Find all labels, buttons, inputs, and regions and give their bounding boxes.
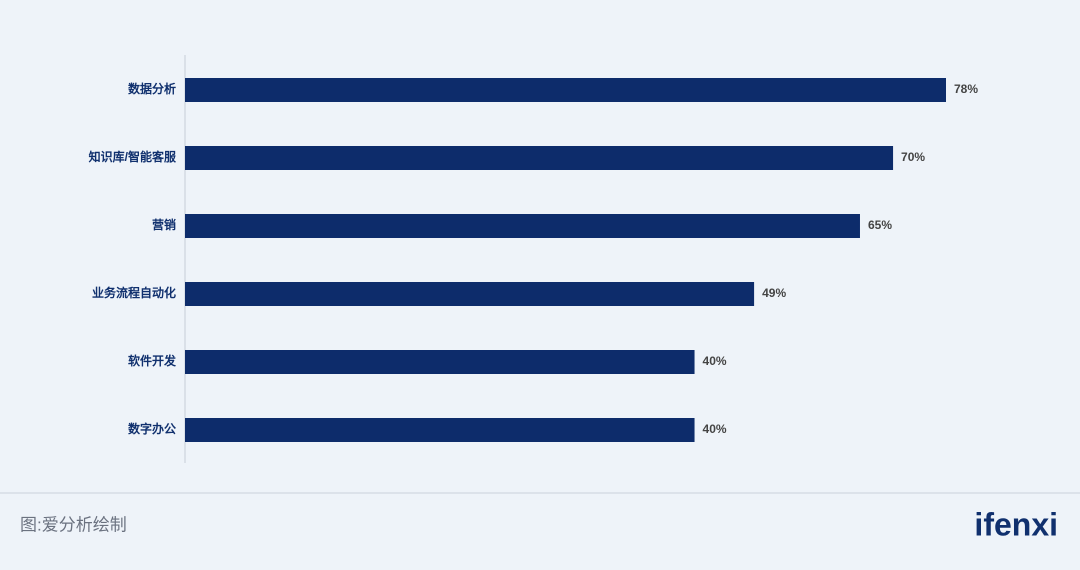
category-label: 营销 [152,217,176,232]
value-label: 78% [954,82,978,96]
category-label: 业务流程自动化 [92,285,176,300]
bar [185,350,695,374]
value-label: 40% [703,422,727,436]
value-label: 40% [703,354,727,368]
value-label: 70% [901,150,925,164]
value-label: 49% [762,286,786,300]
category-label: 软件开发 [128,353,177,368]
bar [185,418,695,442]
category-label: 数据分析 [128,81,176,96]
logo: ifenxi [974,506,1058,542]
value-label: 65% [868,218,892,232]
source-note: 图:爱分析绘制 [20,515,127,534]
bar [185,78,946,102]
category-label: 数字办公 [128,421,176,436]
bar [185,214,860,238]
bar [185,146,894,170]
category-label: 知识库/智能客服 [88,149,177,164]
bar [185,282,755,306]
